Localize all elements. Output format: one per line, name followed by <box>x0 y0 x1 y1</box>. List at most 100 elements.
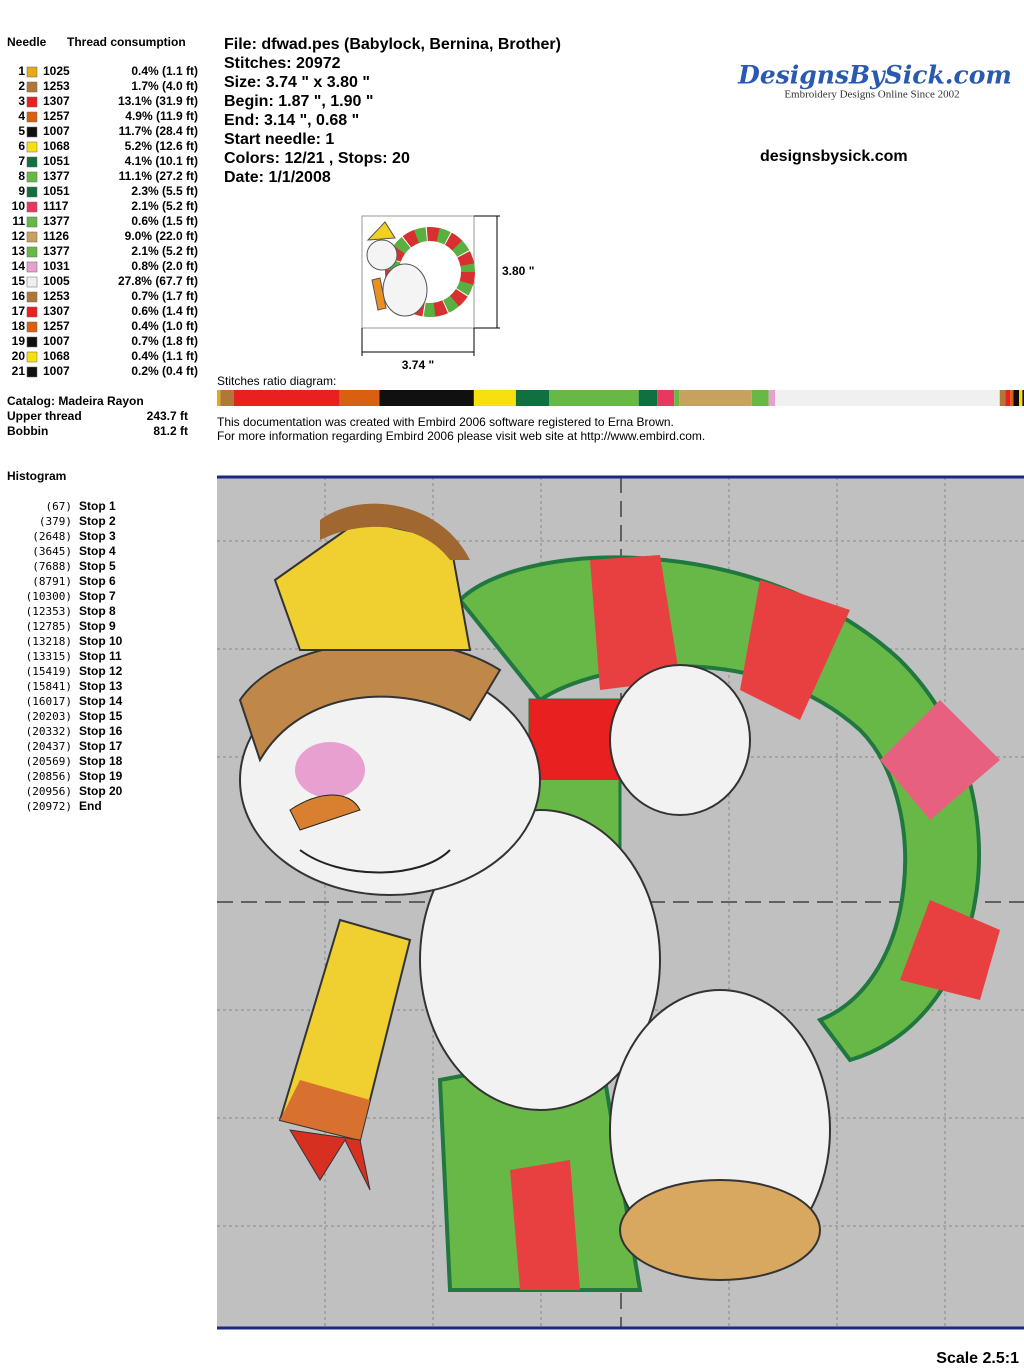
stop-label: Stop 19 <box>79 769 123 783</box>
needle-number: 10 <box>12 199 26 213</box>
thread-code: 1253 <box>43 79 70 93</box>
ratio-segment <box>775 390 1000 406</box>
consumption: 4.9% (11.9 ft) <box>125 109 198 123</box>
logo-url: designsbysick.com <box>760 148 908 165</box>
stop-label: Stop 9 <box>79 619 116 633</box>
note: For more information regarding Embird 20… <box>217 429 705 443</box>
info-line: End: 3.14 ", 0.68 " <box>224 112 359 129</box>
upper-value: 243.7 ft <box>147 409 188 423</box>
consumption: 0.2% (0.4 ft) <box>131 364 198 378</box>
ratio-segment <box>638 390 658 406</box>
thread-code: 1051 <box>43 154 70 168</box>
stop-count: (20972) <box>26 800 72 813</box>
needle-number: 5 <box>18 124 25 138</box>
thread-code: 1377 <box>43 169 70 183</box>
color-swatch <box>26 186 38 198</box>
color-swatch <box>26 201 38 213</box>
thread-code: 1253 <box>43 289 70 303</box>
histogram-title: Histogram <box>7 469 66 483</box>
color-swatch <box>26 306 38 318</box>
info-line: Size: 3.74 " x 3.80 " <box>224 74 370 91</box>
color-swatch <box>26 276 38 288</box>
color-swatch <box>26 261 38 273</box>
ratio-segment <box>515 390 550 406</box>
logo-tagline: Embroidery Designs Online Since 2002 <box>784 89 959 101</box>
ratio-segment <box>1022 390 1024 406</box>
consumption: 9.0% (22.0 ft) <box>125 229 198 243</box>
stop-count: (20332) <box>26 725 72 738</box>
info-line: Stitches: 20972 <box>224 55 341 72</box>
thread-code: 1007 <box>43 334 70 348</box>
thread-code: 1068 <box>43 349 70 363</box>
thumbnail-width: 3.74 " <box>402 358 434 372</box>
stop-label: Stop 2 <box>79 514 116 528</box>
thread-code: 1257 <box>43 319 70 333</box>
thread-code: 1007 <box>43 364 70 378</box>
needle-number: 18 <box>12 319 26 333</box>
ratio-segment <box>233 390 340 406</box>
stop-count: (15419) <box>26 665 72 678</box>
stop-count: (13218) <box>26 635 72 648</box>
stop-count: (20856) <box>26 770 72 783</box>
stop-label: Stop 6 <box>79 574 116 588</box>
consumption: 11.1% (27.2 ft) <box>119 169 198 183</box>
thread-code: 1007 <box>43 124 70 138</box>
stop-label: Stop 10 <box>79 634 123 648</box>
thread-code: 1307 <box>43 304 70 318</box>
stop-count: (13315) <box>26 650 72 663</box>
stop-count: (16017) <box>26 695 72 708</box>
ratio-segment <box>1013 390 1020 406</box>
stop-label: Stop 12 <box>79 664 123 678</box>
thread-code: 1051 <box>43 184 70 198</box>
needle-number: 9 <box>18 184 25 198</box>
stop-label: Stop 7 <box>79 589 116 603</box>
ratio-segment <box>657 390 675 406</box>
stop-count: (379) <box>39 515 72 528</box>
needle-number: 4 <box>18 109 25 123</box>
ratio-segment <box>999 390 1006 406</box>
needle-number: 21 <box>12 364 26 378</box>
stop-label: Stop 14 <box>79 694 123 708</box>
needle-number: 20 <box>12 349 26 363</box>
needle-number: 14 <box>12 259 26 273</box>
thread-code: 1257 <box>43 109 70 123</box>
color-swatch <box>26 321 38 333</box>
stop-label: Stop 13 <box>79 679 123 693</box>
consumption: 2.1% (5.2 ft) <box>131 244 198 258</box>
color-swatch <box>26 141 38 153</box>
needle-number: 11 <box>12 214 25 228</box>
thread-code: 1377 <box>43 214 70 228</box>
color-swatch <box>26 351 38 363</box>
color-swatch <box>26 111 38 123</box>
ratio-segment <box>1010 390 1014 406</box>
bobbin-label: Bobbin <box>7 424 48 438</box>
color-swatch <box>26 336 38 348</box>
logo-name: DesignsBySick.com <box>737 61 1012 90</box>
needle-number: 13 <box>12 244 26 258</box>
thread-code: 1126 <box>43 229 69 243</box>
thread-code: 1117 <box>43 199 69 213</box>
ratio-segment <box>379 390 474 406</box>
stop-label: Stop 18 <box>79 754 123 768</box>
stop-count: (12785) <box>26 620 72 633</box>
stop-label: Stop 15 <box>79 709 123 723</box>
thread-code: 1025 <box>43 64 70 78</box>
ratio-segment <box>220 390 234 406</box>
ratio-title: Stitches ratio diagram: <box>217 374 336 388</box>
thumbnail <box>361 215 500 356</box>
color-swatch <box>26 126 38 138</box>
thread-code: 1068 <box>43 139 70 153</box>
consumption: 11.7% (28.4 ft) <box>119 124 198 138</box>
ratio-segment <box>768 390 776 406</box>
stop-count: (7688) <box>32 560 72 573</box>
needle-number: 15 <box>12 274 26 288</box>
info-line: Date: 1/1/2008 <box>224 169 331 186</box>
consumption: 4.1% (10.1 ft) <box>125 154 198 168</box>
consumption: 0.4% (1.1 ft) <box>131 64 198 78</box>
consumption: 0.6% (1.4 ft) <box>131 304 198 318</box>
stop-count: (20437) <box>26 740 72 753</box>
consumption: 27.8% (67.7 ft) <box>118 274 198 288</box>
needle-number: 19 <box>12 334 26 348</box>
scale: Scale 2.5:1 <box>936 1350 1019 1367</box>
